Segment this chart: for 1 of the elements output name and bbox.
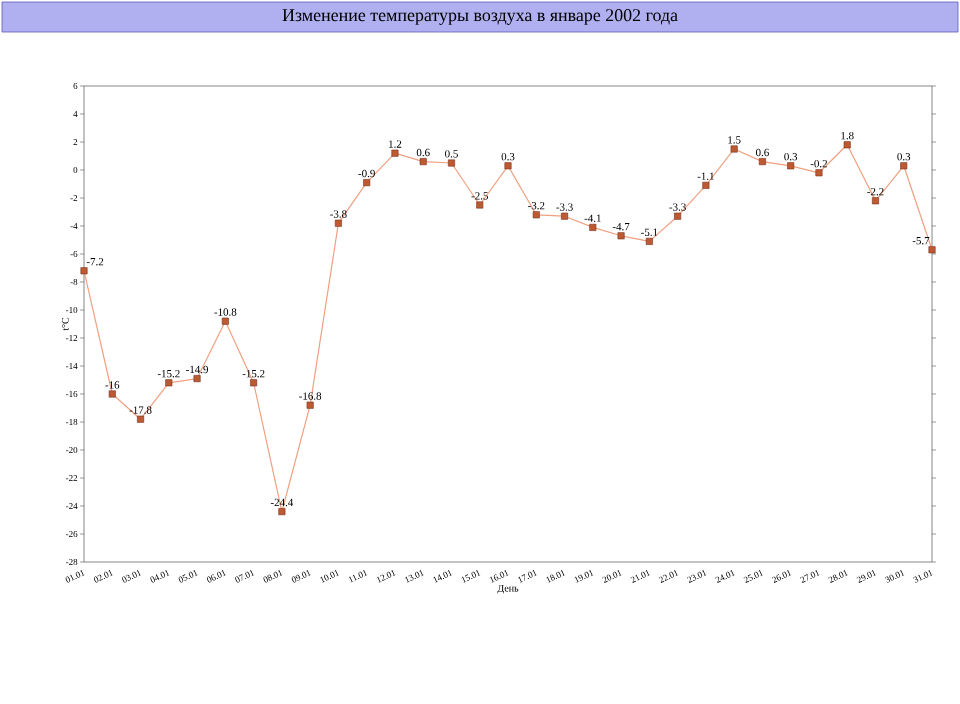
chart-title: Изменение температуры воздуха в январе 2002 года bbox=[282, 9, 678, 25]
